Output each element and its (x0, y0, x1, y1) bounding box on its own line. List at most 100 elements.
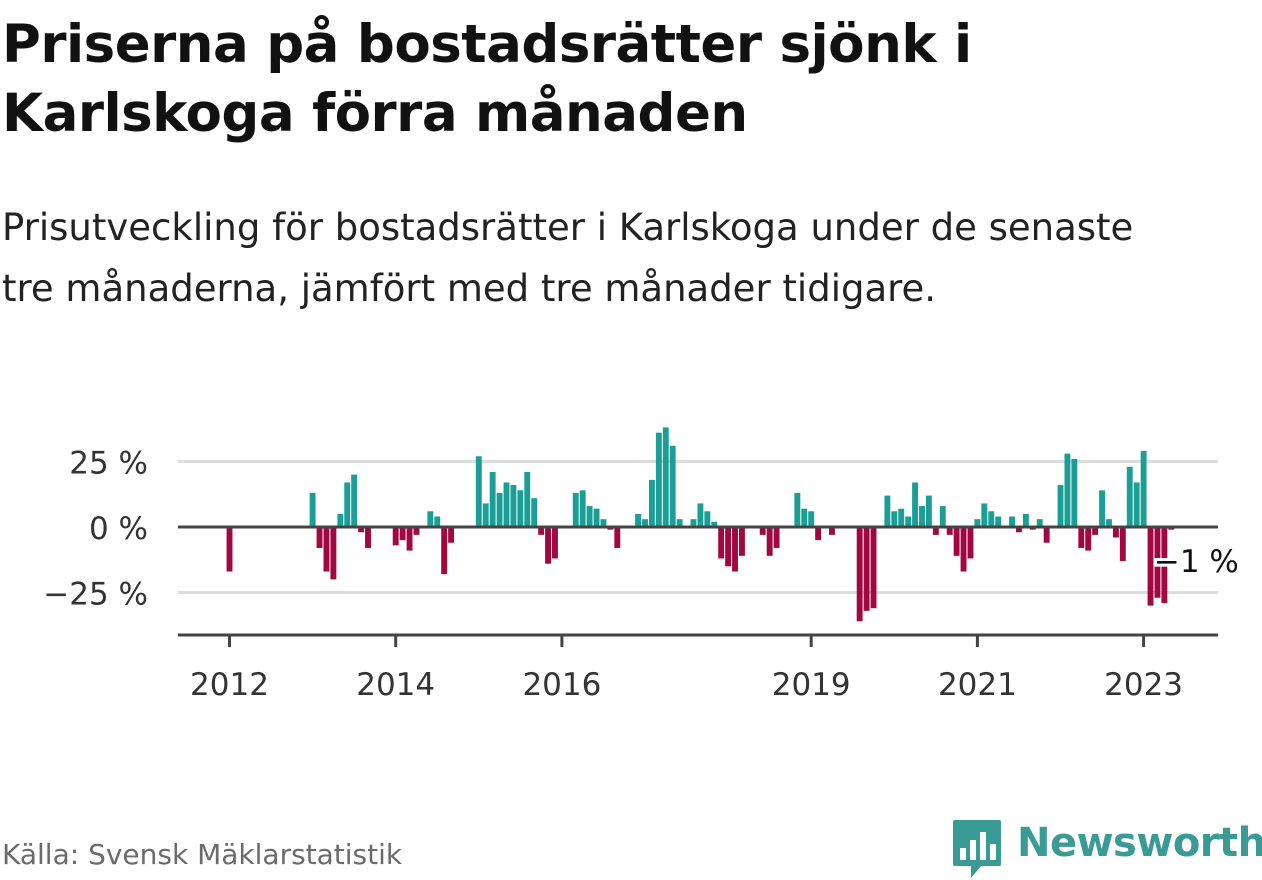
chart-title: Priserna på bostadsrätter sjönk i Karlsk… (2, 14, 972, 144)
bar-negative (365, 527, 371, 548)
bar-positive (337, 513, 344, 527)
bar-negative (614, 527, 621, 548)
bar-positive (808, 511, 815, 527)
bar-positive (925, 495, 932, 527)
brand-name: Newsworthy (1017, 820, 1262, 866)
x-tick-label: 2023 (1104, 667, 1183, 703)
bar-negative (1043, 527, 1050, 543)
newsworthy-logo-icon (953, 820, 1001, 878)
bar-positive (496, 492, 503, 527)
bar-positive (1106, 519, 1112, 527)
x-tick-label: 2019 (772, 667, 851, 703)
bar-negative (1085, 527, 1092, 551)
bar-negative (732, 527, 738, 572)
bar-negative (441, 527, 448, 575)
bar-positive (704, 511, 711, 527)
bar-negative (718, 527, 725, 559)
bar-positive (309, 492, 316, 527)
bar-positive (1022, 513, 1029, 527)
bar-positive (1064, 453, 1071, 527)
bar-positive (905, 516, 912, 527)
bar-positive (1036, 519, 1043, 527)
bar-positive (919, 506, 925, 527)
bar-negative (316, 527, 323, 548)
bar-positive (988, 511, 995, 527)
bar-positive (524, 471, 531, 527)
bar-positive (794, 492, 801, 527)
bar-negative (358, 527, 365, 533)
bar-negative (1092, 527, 1099, 535)
bar-negative (953, 527, 960, 556)
x-tick-label: 2012 (190, 667, 269, 703)
bar-positive (981, 503, 988, 527)
bar-negative (1119, 527, 1126, 562)
bar-negative (1161, 527, 1168, 603)
bar-negative (766, 527, 773, 556)
bar-negative (413, 527, 420, 535)
bar-negative (1078, 527, 1085, 548)
bar-negative (226, 527, 233, 572)
bar-negative (1147, 527, 1154, 606)
bar-positive (1140, 451, 1147, 527)
x-tick-label: 2021 (938, 667, 1017, 703)
bar-positive (884, 495, 891, 527)
bar-negative (960, 527, 967, 572)
bar-negative (739, 527, 745, 556)
bar-positive (510, 485, 517, 527)
bar-negative (773, 527, 780, 548)
bar-negative (448, 527, 455, 543)
bar-positive (697, 503, 704, 527)
bar-positive (995, 516, 1002, 527)
y-tick-label: 25 % (69, 446, 148, 482)
bar-positive (593, 508, 600, 527)
chart-subtitle: Prisutveckling för bostadsrätter i Karls… (2, 206, 1134, 310)
bar-negative (552, 527, 558, 559)
bar-positive (655, 432, 662, 527)
bar-negative (330, 527, 337, 580)
bar-positive (531, 498, 538, 527)
bar-positive (434, 516, 441, 527)
bar-negative (538, 527, 545, 535)
bar-negative (545, 527, 551, 564)
bar-positive (1099, 490, 1105, 527)
bar-positive (912, 482, 919, 527)
bar-negative (967, 527, 974, 559)
bar-negative (932, 527, 939, 535)
bar-positive (676, 519, 683, 527)
bar-negative (863, 527, 870, 611)
bar-negative (323, 527, 330, 572)
bar-positive (517, 490, 524, 527)
bar-positive (344, 482, 351, 527)
bar-positive (475, 456, 482, 527)
bar-negative (870, 527, 877, 609)
bar-positive (351, 474, 358, 527)
bar-negative (829, 527, 835, 535)
bar-positive (891, 511, 898, 527)
bar-negative (815, 527, 822, 541)
bar-negative (1016, 527, 1022, 533)
bar-positive (1126, 466, 1133, 527)
bar-negative (1154, 527, 1161, 598)
newsworthy-brand[interactable]: Newsworthy (951, 818, 1262, 880)
y-tick-label: 0 % (89, 511, 148, 547)
bar-positive (427, 511, 434, 527)
bar-negative (856, 527, 863, 622)
bar-positive (1057, 485, 1064, 527)
bar-negative (392, 527, 399, 546)
bar-negative (1112, 527, 1119, 538)
bar-negative (759, 527, 766, 535)
bar-positive (1071, 458, 1078, 527)
bar-positive (503, 482, 510, 527)
bar-positive (600, 519, 607, 527)
bar-negative (725, 527, 732, 567)
bar-positive (801, 508, 808, 527)
bar-negative (946, 527, 953, 535)
bar-positive (489, 471, 496, 527)
bar-positive (579, 490, 586, 527)
bar-positive (690, 519, 697, 527)
bar-negative (406, 527, 413, 551)
bar-positive (1009, 516, 1015, 527)
bar-positive (662, 427, 669, 527)
source-note: Källa: Svensk Mäklarstatistik (2, 838, 403, 871)
